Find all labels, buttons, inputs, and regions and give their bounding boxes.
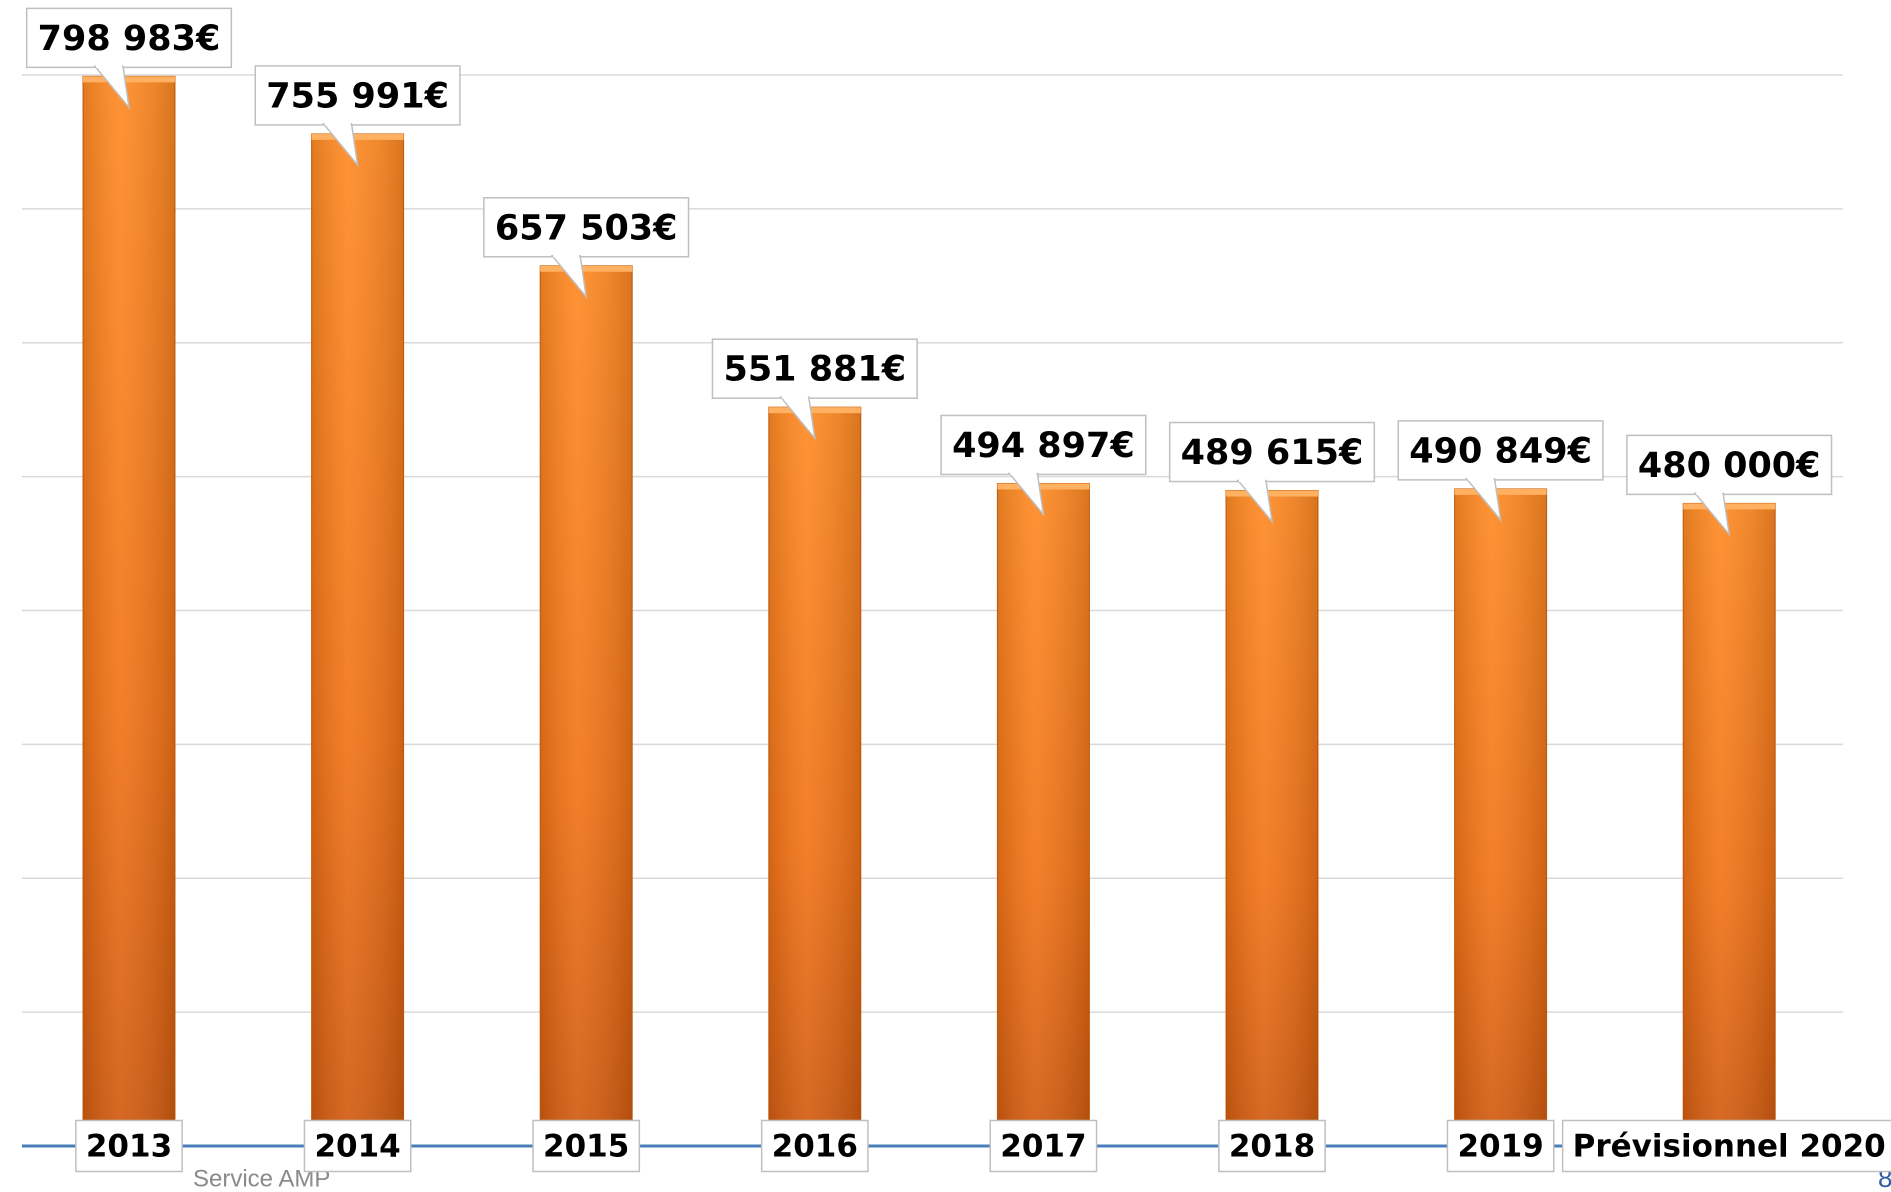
bar-shade xyxy=(768,407,861,1146)
bar-shade xyxy=(1454,488,1547,1146)
value-label-box xyxy=(1168,421,1376,483)
x-tick-box xyxy=(1561,1119,1891,1173)
value-label: 494 897€ xyxy=(952,426,1135,466)
bar-cap xyxy=(997,483,1090,490)
value-label-box xyxy=(1626,434,1833,496)
value-label: 490 849€ xyxy=(1409,431,1592,471)
bar-cap xyxy=(311,133,404,140)
x-tick-label: 2019 xyxy=(1457,1129,1543,1165)
x-tick-label: 2018 xyxy=(1229,1129,1315,1165)
value-label: 551 881€ xyxy=(723,350,906,390)
x-tick-label: 2015 xyxy=(543,1129,629,1165)
x-tick-box xyxy=(1446,1119,1555,1173)
value-label: 489 615€ xyxy=(1181,433,1364,473)
bar-cap xyxy=(1226,490,1318,497)
x-tick-label: Prévisionnel 2020 xyxy=(1573,1129,1886,1165)
bar-cap xyxy=(768,407,861,414)
x-tick-label: 2014 xyxy=(314,1129,400,1165)
value-label-box xyxy=(25,7,233,69)
x-tick-label: 2013 xyxy=(86,1129,172,1165)
x-tick-box xyxy=(1218,1119,1326,1173)
value-label: 755 991€ xyxy=(266,76,449,116)
bar-cap xyxy=(1454,488,1547,495)
bar-cap xyxy=(540,265,633,272)
value-label-box xyxy=(711,338,918,399)
value-label: 798 983€ xyxy=(38,19,221,59)
x-tick-label: 2017 xyxy=(1000,1129,1086,1165)
bar-shade xyxy=(1683,503,1776,1146)
x-tick-box xyxy=(75,1119,183,1173)
bar-shade xyxy=(997,483,1090,1146)
bar-shade xyxy=(1226,490,1318,1146)
value-label-box xyxy=(1397,420,1604,481)
x-tick-box xyxy=(303,1119,412,1173)
bar-shade xyxy=(83,76,175,1146)
bar-cap xyxy=(1683,503,1776,510)
value-label: 657 503€ xyxy=(495,208,678,248)
x-tick-box xyxy=(532,1119,641,1173)
value-label-box xyxy=(483,197,690,258)
bar-shade xyxy=(540,265,633,1147)
value-label: 480 000€ xyxy=(1638,446,1821,486)
bar-cap xyxy=(83,76,175,83)
x-tick-label: 2016 xyxy=(772,1129,858,1165)
bar-shade xyxy=(311,133,404,1146)
value-label-box xyxy=(940,414,1147,476)
x-tick-box xyxy=(989,1119,1098,1173)
x-tick-box xyxy=(760,1119,869,1173)
value-label-box xyxy=(254,65,461,126)
